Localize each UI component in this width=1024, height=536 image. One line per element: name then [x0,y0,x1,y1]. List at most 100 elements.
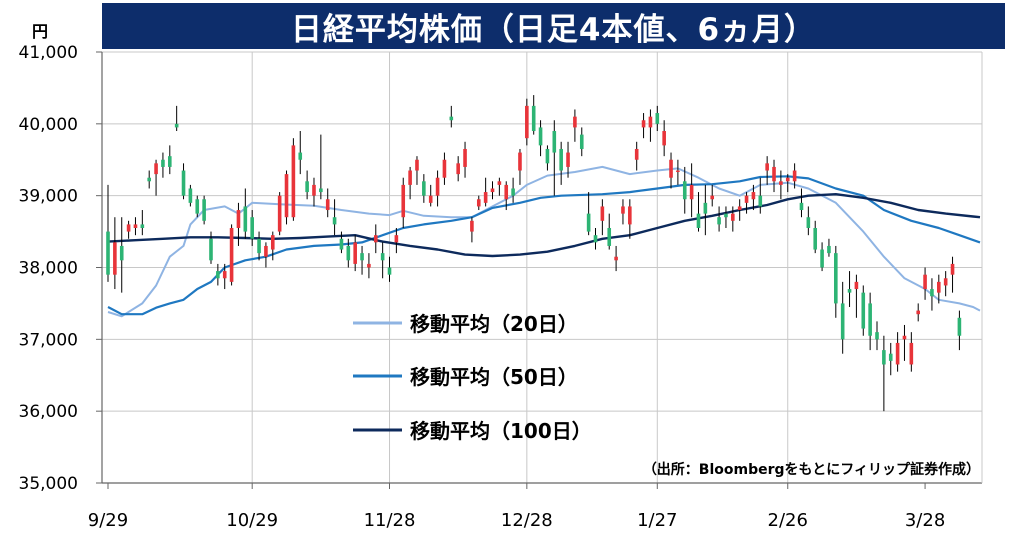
candle [834,245,838,318]
x-tick-label: 9/29 [88,510,128,531]
candle [861,285,866,336]
candle-body-down [579,134,584,149]
candle-body-down [106,231,110,275]
candle-body-up [566,152,570,167]
candle [875,321,879,351]
candle [641,113,646,139]
candle [923,267,927,300]
candle-body-down [538,127,543,146]
candle-body-down [298,152,303,160]
candle [607,213,612,250]
candle-body-up [573,116,577,128]
candle [902,324,907,361]
candle [916,303,921,322]
grid-lines [102,51,982,483]
candle [380,242,385,279]
ma50-line [107,175,981,316]
candle [442,152,447,185]
candle [957,310,962,351]
candle-body-up [490,188,495,193]
candle-body-up [113,242,117,275]
candle-body-up [772,166,776,182]
candle-body-up [669,159,673,178]
candle [868,292,872,351]
candle [579,127,584,157]
candle-body-up [854,281,859,290]
candle-body-down [559,148,563,171]
candle-body-up [902,335,907,340]
candle [744,192,749,214]
candle-body-down [181,170,186,196]
candle [106,184,110,282]
candle [435,170,440,207]
candle-body-up [504,184,509,200]
candle-body-up [284,174,289,218]
candle [573,109,577,142]
candle [689,163,694,218]
candle-body-up [689,184,694,200]
legend-item: 移動平均（20日） [353,312,578,336]
candle [600,199,605,236]
candle-body-down [655,113,660,124]
candle-body-up [497,181,502,185]
candle-body-up [648,116,653,128]
y-tick-label: 39,000 [19,187,78,207]
candle [703,184,708,236]
candle-body-down [174,123,179,128]
candle-body-up [744,195,749,203]
candle-body-up [483,192,488,203]
x-tick-label: 11/28 [364,510,416,531]
candle [593,227,598,250]
candle-body-down [834,253,838,304]
candle-body-up [923,274,927,290]
candle [243,188,248,239]
candle-body-up [222,271,227,279]
candle [312,177,316,207]
candle [696,192,701,232]
candle [387,256,392,282]
candle-body-down [195,199,200,214]
candle-body-down [140,224,145,228]
candle-body-up [401,184,406,218]
candle-body-down [806,217,811,228]
x-tick-label: 2/26 [768,510,808,531]
candle-body-up [710,195,715,200]
candle [682,166,687,214]
candle-body-up [641,120,646,128]
candle [360,245,364,275]
candle [531,95,536,135]
candle-body-up [628,206,632,225]
candle [827,238,831,257]
candle-body-down [682,181,687,200]
x-tick-label: 3/28 [905,510,945,531]
candle [470,217,474,243]
candle-body-up [373,235,378,243]
candle-body-up [916,310,921,315]
candle-body-up [353,242,357,264]
candle-body-up [456,163,460,175]
candle-body-down [202,199,206,221]
legend-label: 移動平均（20日） [410,312,578,336]
candle [710,184,715,207]
candle-body-down [167,156,172,167]
x-tick-label: 12/28 [501,510,553,531]
candle [195,195,200,218]
candle [559,141,563,185]
candle-body-down [387,267,392,275]
candle [339,231,344,254]
candle [634,141,639,171]
legend-item: 移動平均（100日） [353,419,592,443]
candle [840,281,845,354]
candle [133,217,138,236]
candle-body-down [847,289,852,293]
candle [319,134,323,200]
y-tick-label: 38,000 [19,259,78,279]
candle-body-down [209,238,213,261]
candle-body-down [161,159,165,167]
candle-body-up [676,170,680,173]
candle [126,220,131,239]
candle [950,256,955,293]
candle-body-down [319,188,323,193]
candle-body-up [264,245,268,257]
